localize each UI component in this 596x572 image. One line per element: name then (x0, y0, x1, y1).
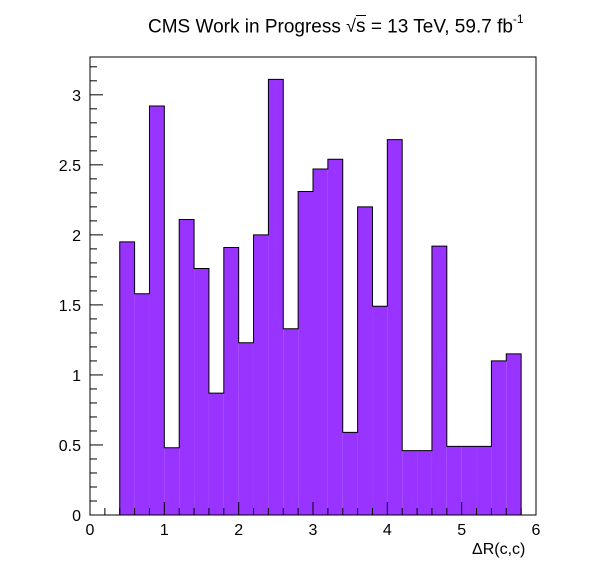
histogram-bar (119, 241, 135, 515)
histogram-outline (119, 78, 522, 515)
plot-title: CMS Work in Progress √s = 13 TeV, 59.7 f… (148, 12, 524, 38)
histogram-bar (298, 191, 313, 515)
x-tick-label: 1 (160, 522, 169, 539)
histogram-bar (253, 234, 269, 515)
histogram-bar (223, 247, 239, 515)
x-tick-label: 3 (309, 522, 318, 539)
histogram-bar (238, 342, 254, 515)
histogram-bar (431, 246, 447, 515)
histogram-bar (446, 446, 462, 515)
histogram-bar (313, 169, 328, 515)
histogram-bar (402, 450, 418, 515)
histogram-bar (149, 106, 165, 515)
histogram-bar (327, 159, 343, 516)
title-lumi-exponent: -1 (512, 12, 524, 26)
histogram-bar (417, 450, 432, 515)
x-tick-label: 2 (234, 522, 243, 539)
histogram-bar (476, 446, 492, 515)
y-tick-label: 0 (72, 508, 81, 525)
sqrt-s: √s (346, 15, 366, 38)
histogram-bar (342, 432, 358, 515)
y-tick-label: 2.5 (59, 158, 81, 175)
histogram-bars (119, 78, 522, 516)
y-tick-label: 2 (72, 228, 81, 245)
histogram-bar (461, 446, 477, 515)
histogram-bar (268, 79, 284, 515)
axis-tick-labels: 0 1 2 3 4 5 6 0 0.5 1 1.5 2 2.5 3 (59, 88, 541, 539)
x-tick-label: 0 (86, 522, 95, 539)
y-tick-label: 0.5 (59, 438, 81, 455)
histogram-bar (491, 360, 507, 515)
histogram-bar (372, 306, 388, 515)
title-experiment: CMS Work in Progress (148, 16, 341, 38)
y-tick-label: 1.5 (59, 298, 81, 315)
histogram-bar (134, 293, 150, 515)
histogram-bar (194, 268, 209, 515)
title-energy: = 13 TeV, 59.7 fb (370, 16, 513, 38)
y-tick-label: 3 (72, 88, 81, 105)
axis-ticks (89, 66, 537, 516)
histogram-bar (179, 219, 195, 515)
histogram-bar (283, 328, 299, 515)
histogram-bar (357, 206, 373, 515)
histogram-bar (208, 393, 224, 515)
histogram-bar (506, 353, 522, 515)
x-tick-label: 6 (532, 522, 541, 539)
x-axis-label: ΔR(c,c) (472, 541, 526, 558)
x-tick-label: 5 (457, 522, 466, 539)
histogram-bar (387, 139, 403, 515)
x-tick-label: 4 (383, 522, 392, 539)
histogram-bar (164, 447, 180, 515)
y-tick-label: 1 (72, 368, 81, 385)
